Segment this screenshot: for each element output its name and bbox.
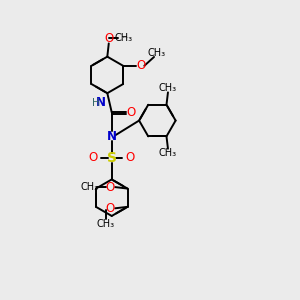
Text: O: O [105, 202, 115, 215]
Text: O: O [127, 106, 136, 119]
Text: CH₃: CH₃ [159, 148, 177, 158]
Text: O: O [137, 59, 146, 72]
Text: methoxy: methoxy [122, 37, 129, 38]
Text: O: O [105, 181, 115, 194]
Text: CH₃: CH₃ [148, 48, 166, 59]
Text: N: N [96, 96, 106, 109]
Text: CH₃: CH₃ [159, 83, 177, 93]
Text: CH₃: CH₃ [97, 220, 115, 230]
Text: O: O [104, 32, 113, 46]
Text: O: O [126, 152, 135, 164]
Text: CH₃: CH₃ [114, 32, 133, 43]
Text: O: O [88, 152, 98, 164]
Text: CH₃: CH₃ [81, 182, 99, 192]
Text: N: N [107, 130, 117, 143]
Text: H: H [92, 98, 99, 108]
Text: S: S [107, 151, 117, 165]
